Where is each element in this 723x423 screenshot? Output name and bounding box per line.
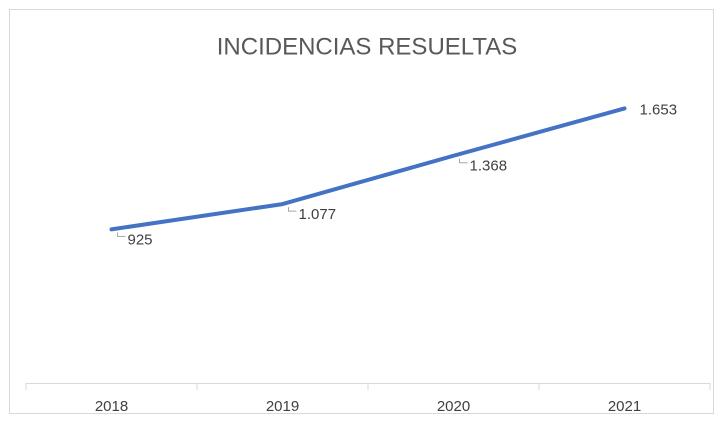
data-label: 925 xyxy=(128,231,153,248)
leader-line xyxy=(117,232,126,237)
leader-line xyxy=(459,158,468,164)
line xyxy=(109,106,627,232)
x-tick-label: 2020 xyxy=(437,398,470,415)
chart-title: INCIDENCIAS RESUELTAS xyxy=(217,33,518,60)
x-tick-label: 2019 xyxy=(266,398,299,415)
x-tick-label: 2018 xyxy=(95,398,128,415)
data-label: 1.368 xyxy=(470,158,508,175)
x-tick-label: 2021 xyxy=(608,398,641,415)
data-label: 1.077 xyxy=(299,206,337,223)
leader-line xyxy=(288,207,297,212)
data-label: 1.653 xyxy=(640,101,678,118)
chart-frame xyxy=(9,9,714,414)
